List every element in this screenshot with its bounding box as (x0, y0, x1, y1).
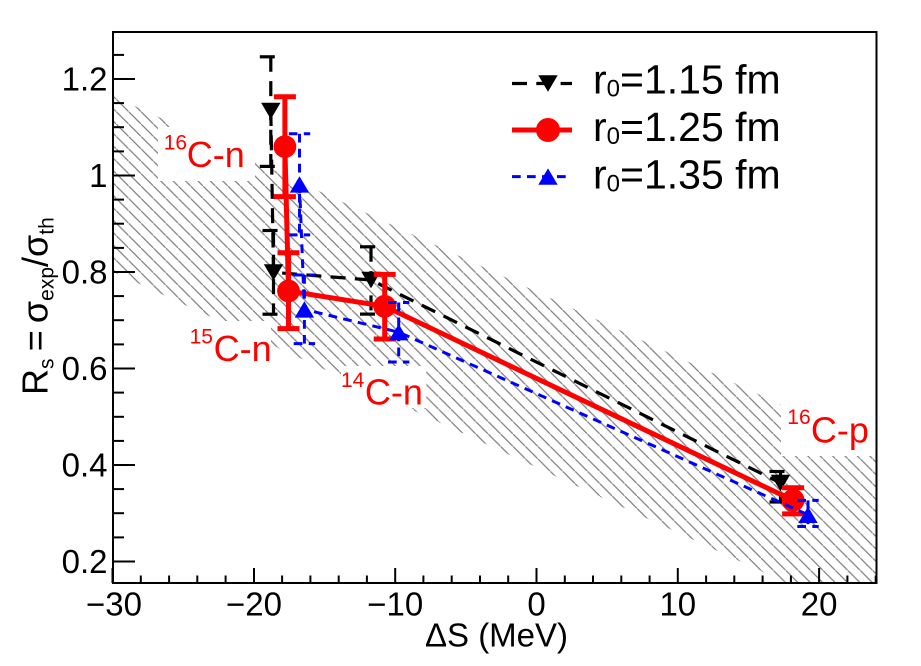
svg-text:0.2: 0.2 (62, 543, 108, 580)
svg-text:0: 0 (527, 586, 545, 623)
svg-text:r0=1.35 fm: r0=1.35 fm (593, 152, 781, 198)
svg-text:0.4: 0.4 (62, 447, 108, 484)
svg-text:1.2: 1.2 (62, 61, 108, 98)
svg-text:1: 1 (89, 157, 107, 194)
svg-text:0.6: 0.6 (62, 350, 108, 387)
svg-text:20: 20 (801, 586, 838, 623)
svg-text:15: 15 (190, 325, 213, 348)
svg-text:−30: −30 (86, 586, 142, 623)
svg-text:ΔS (MeV): ΔS (MeV) (425, 617, 568, 654)
svg-text:r0=1.15 fm: r0=1.15 fm (593, 57, 781, 103)
svg-text:−20: −20 (226, 586, 282, 623)
svg-text:−10: −10 (367, 586, 423, 623)
svg-text:0.8: 0.8 (62, 254, 108, 291)
svg-text:C-p: C-p (811, 410, 869, 451)
svg-text:r0=1.25 fm: r0=1.25 fm (593, 104, 781, 150)
svg-text:C-n: C-n (187, 134, 245, 175)
svg-text:10: 10 (659, 586, 696, 623)
svg-text:16: 16 (164, 132, 187, 155)
svg-text:14: 14 (341, 369, 365, 392)
svg-text:C-n: C-n (365, 372, 423, 413)
svg-text:16: 16 (787, 406, 810, 429)
svg-text:C-n: C-n (214, 328, 272, 369)
